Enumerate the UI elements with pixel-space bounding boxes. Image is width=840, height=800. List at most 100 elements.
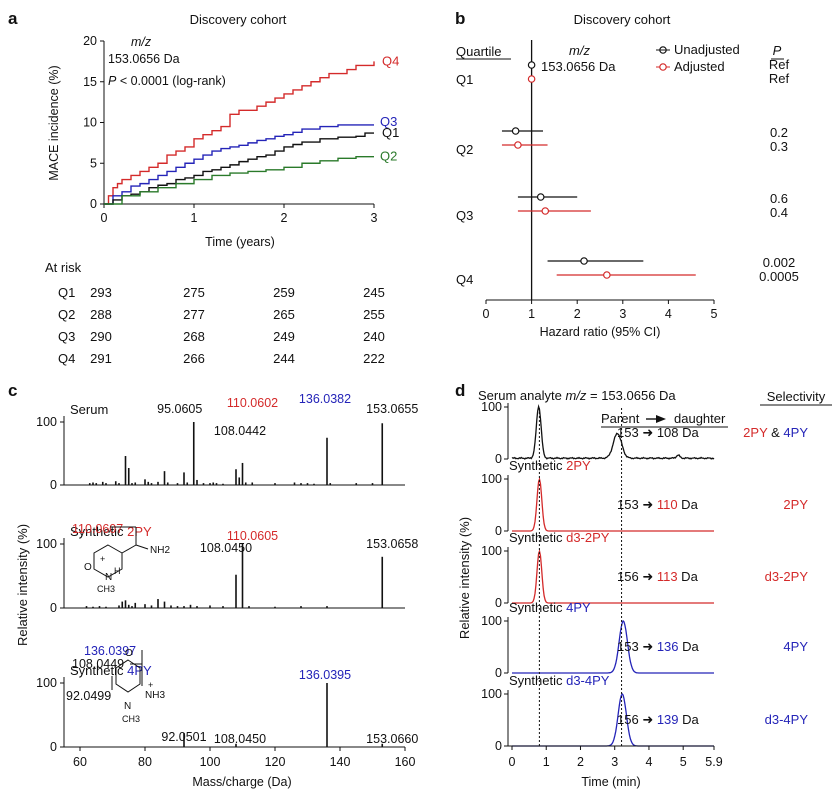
risk-row-label: Q4 — [58, 351, 75, 366]
y-tick-label: 0 — [495, 452, 502, 466]
quartile-label: Q3 — [456, 208, 473, 223]
y-tick-label: 15 — [83, 75, 97, 89]
risk-value: 268 — [183, 329, 205, 344]
y-tick-label: 100 — [481, 400, 502, 414]
text-span: 136 — [657, 639, 679, 654]
x-tick-label: 100 — [200, 755, 221, 769]
text-span: 2PY — [127, 524, 152, 539]
risk-value: 244 — [273, 351, 295, 366]
x-tick-label: 5.9 — [705, 755, 722, 769]
x-axis-label: Time (min) — [581, 775, 640, 789]
transition-label: 156 ➜ 113 Da — [617, 569, 699, 584]
x-tick-label: 3 — [371, 211, 378, 225]
trace-title: Synthetic d3-4PY — [509, 673, 610, 688]
selectivity-header: Selectivity — [767, 389, 826, 404]
transition-label: 153 ➜ 108 Da — [617, 425, 700, 440]
x-tick-label: 2 — [281, 211, 288, 225]
chromatogram-trace — [512, 619, 714, 674]
risk-value: 266 — [183, 351, 205, 366]
x-tick-label: 1 — [543, 755, 550, 769]
peak-label: 95.0605 — [157, 402, 202, 416]
x-tick-label: 1 — [191, 211, 198, 225]
risk-value: 265 — [273, 307, 295, 322]
y-axis-label: Relative intensity (%) — [15, 524, 30, 646]
risk-row-label: Q3 — [58, 329, 75, 344]
hr-point-unadjusted — [527, 61, 536, 69]
text-span: Synthetic — [509, 458, 566, 473]
chromatogram-4: 0 100 Synthetic 4PY 153 ➜ 136 Da 4PY — [481, 600, 808, 680]
y-axis-label: Relative intensity (%) — [457, 517, 472, 639]
series-label-q3: Q3 — [380, 114, 397, 129]
structure-label: CH3 — [97, 584, 115, 594]
text-span: Da — [679, 639, 700, 654]
transition-label: 153 ➜ 110 Da — [617, 497, 699, 512]
x-tick-label: 0 — [509, 755, 516, 769]
spectrum-title: Synthetic 2PY — [70, 524, 152, 539]
chromatogram-trace — [512, 476, 714, 532]
p-value-unadjusted: 0.6 — [770, 191, 788, 206]
km-curve-q4 — [104, 61, 375, 205]
p-value-adjusted: 0.3 — [770, 139, 788, 154]
text-span: m/z — [565, 388, 586, 403]
structure-label: 136.0397 — [84, 644, 136, 658]
series-label-q2: Q2 — [380, 149, 397, 164]
x-tick-label: 2 — [577, 755, 584, 769]
text-span: = 153.0656 Da — [586, 388, 676, 403]
risk-value: 255 — [363, 307, 385, 322]
text-span: ➜ — [642, 497, 657, 512]
ring-4py — [115, 659, 141, 693]
text-span: 153 — [617, 497, 642, 512]
quartile-label: Q1 — [456, 72, 473, 87]
peak-label: 108.0450 — [214, 732, 266, 746]
transition-label: 153 ➜ 136 Da — [617, 639, 700, 654]
selectivity-label: 2PY & 4PY — [743, 425, 808, 440]
peak-label: 136.0395 — [299, 668, 351, 682]
panel-c: c 0 100 Serum 95.0605 108.0442 110.0602 136.038… — [8, 381, 418, 789]
x-tick-label: 5 — [711, 307, 718, 321]
risk-value: 249 — [273, 329, 295, 344]
quartile-header: Quartile — [456, 44, 502, 59]
chromatogram-3: 0 100 Synthetic d3-2PY 156 ➜ 113 Da d3-2PY — [481, 530, 808, 610]
risk-value: 293 — [90, 285, 112, 300]
text-span: Synthetic — [509, 673, 566, 688]
panel-label-d: d — [455, 381, 465, 400]
text-span: 2PY — [566, 458, 591, 473]
x-tick-label: 4 — [665, 307, 672, 321]
structure-label: 108.0449 — [72, 657, 124, 671]
text-span: & — [768, 425, 784, 440]
text-span: 110 — [657, 497, 678, 512]
structure-2py: 110.0607 NH2 O NH CH3 + — [72, 522, 170, 594]
text-span: d3-4PY — [765, 712, 809, 727]
trace-title: Synthetic 2PY — [509, 458, 591, 473]
hr-point-adjusted — [541, 207, 550, 215]
selectivity-label: d3-4PY — [765, 712, 809, 727]
quartile-label: Q4 — [456, 272, 473, 287]
risk-value: 259 — [273, 285, 295, 300]
text-span: 156 — [617, 712, 642, 727]
text-span: d3-2PY — [566, 530, 610, 545]
peak-label: 108.0442 — [214, 424, 266, 438]
structure-label: CH3 — [122, 714, 140, 724]
structure-label: 92.0499 — [66, 689, 111, 703]
risk-value: 245 — [363, 285, 385, 300]
x-tick-label: 80 — [138, 755, 152, 769]
y-tick-label: 100 — [481, 687, 502, 701]
y-tick-label: 0 — [495, 524, 502, 538]
y-tick-label: 0 — [495, 739, 502, 753]
at-risk-label: At risk — [45, 260, 82, 275]
text-span: Synthetic — [70, 524, 127, 539]
spectrum-title: Serum — [70, 402, 108, 417]
hr-point-adjusted — [527, 75, 536, 83]
hr-point-adjusted — [603, 271, 611, 279]
text-span: Da — [678, 569, 699, 584]
text-span: ➜ — [642, 569, 657, 584]
panel-a-title: Discovery cohort — [190, 12, 287, 27]
text-span: Da — [679, 425, 700, 440]
hr-point-unadjusted — [511, 127, 520, 135]
y-tick-label: 0 — [495, 666, 502, 680]
x-tick-label: 1 — [528, 307, 535, 321]
text-span: P — [108, 74, 117, 88]
